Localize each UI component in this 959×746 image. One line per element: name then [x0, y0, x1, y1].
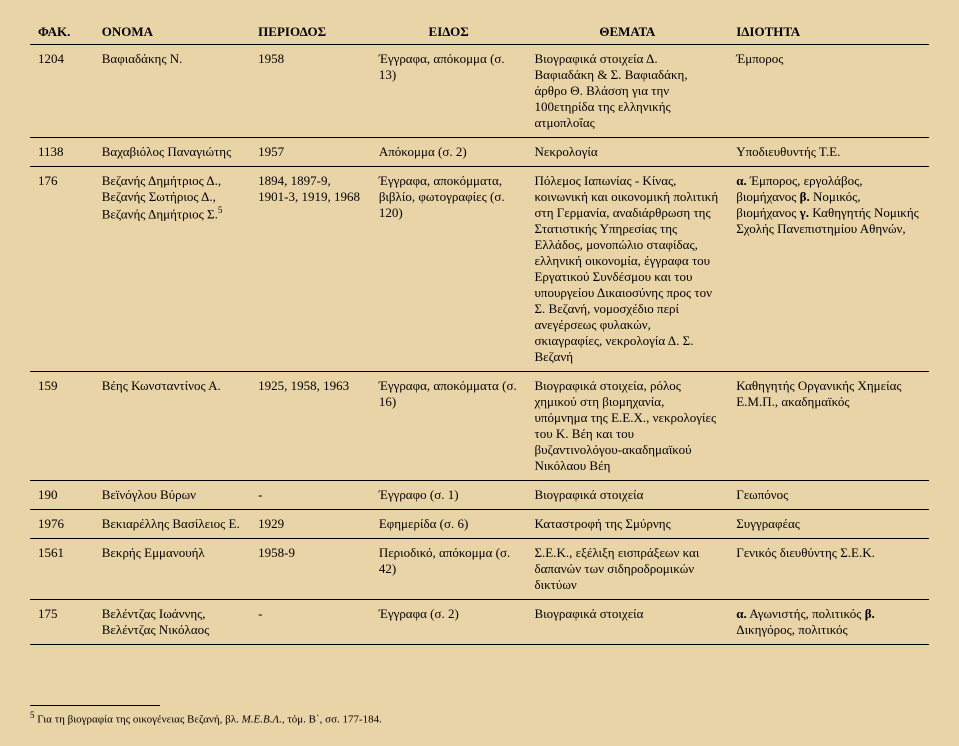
- cell-eidos: Έγγραφο (σ. 1): [371, 481, 527, 510]
- cell-onoma: Βέης Κωνσταντίνος Α.: [94, 372, 250, 481]
- cell-idiotita: α. Έμπορος, εργολάβος, βιομήχανος β. Νομ…: [728, 167, 929, 372]
- cell-periodos: 1958: [250, 45, 371, 138]
- cell-periodos: 1958-9: [250, 539, 371, 600]
- cell-periodos: 1957: [250, 138, 371, 167]
- header-row: ΦΑΚ. ΟΝΟΜΑ ΠΕΡΙΟΔΟΣ ΕΙΔΟΣ ΘΕΜΑΤΑ ΙΔΙΟΤΗΤ…: [30, 20, 929, 45]
- cell-themata: Νεκρολογία: [526, 138, 728, 167]
- cell-themata: Καταστροφή της Σμύρνης: [526, 510, 728, 539]
- table-row: 1204Βαφιαδάκης Ν.1958Έγγραφα, απόκομμα (…: [30, 45, 929, 138]
- header-themata: ΘΕΜΑΤΑ: [526, 20, 728, 45]
- header-onoma: ΟΝΟΜΑ: [94, 20, 250, 45]
- cell-periodos: 1925, 1958, 1963: [250, 372, 371, 481]
- header-eidos: ΕΙΔΟΣ: [371, 20, 527, 45]
- cell-periodos: -: [250, 600, 371, 645]
- cell-eidos: Έγγραφα, αποκόμματα, βιβλίο, φωτογραφίες…: [371, 167, 527, 372]
- data-table: ΦΑΚ. ΟΝΟΜΑ ΠΕΡΙΟΔΟΣ ΕΙΔΟΣ ΘΕΜΑΤΑ ΙΔΙΟΤΗΤ…: [30, 20, 929, 645]
- cell-onoma: Βεζανής Δημήτριος Δ., Βεζανής Σωτήριος Δ…: [94, 167, 250, 372]
- cell-idiotita: Καθηγητής Οργανικής Χημείας Ε.Μ.Π., ακαδ…: [728, 372, 929, 481]
- cell-fak: 159: [30, 372, 94, 481]
- cell-idiotita: Γενικός διευθύντης Σ.Ε.Κ.: [728, 539, 929, 600]
- header-periodos: ΠΕΡΙΟΔΟΣ: [250, 20, 371, 45]
- cell-idiotita: α. Αγωνιστής, πολιτικός β. Δικηγόρος, πο…: [728, 600, 929, 645]
- cell-fak: 1561: [30, 539, 94, 600]
- cell-periodos: -: [250, 481, 371, 510]
- cell-fak: 175: [30, 600, 94, 645]
- cell-onoma: Βεϊνόγλου Βύρων: [94, 481, 250, 510]
- cell-fak: 176: [30, 167, 94, 372]
- cell-eidos: Έγγραφα, αποκόμματα (σ. 16): [371, 372, 527, 481]
- cell-themata: Σ.Ε.Κ., εξέλιξη εισπράξεων και δαπανών τ…: [526, 539, 728, 600]
- cell-idiotita: Γεωπόνος: [728, 481, 929, 510]
- cell-eidos: Εφημερίδα (σ. 6): [371, 510, 527, 539]
- cell-idiotita: Συγγραφέας: [728, 510, 929, 539]
- cell-onoma: Βεκρής Εμμανουήλ: [94, 539, 250, 600]
- cell-themata: Βιογραφικά στοιχεία Δ. Βαφιαδάκη & Σ. Βα…: [526, 45, 728, 138]
- table-row: 159Βέης Κωνσταντίνος Α.1925, 1958, 1963Έ…: [30, 372, 929, 481]
- table-row: 190Βεϊνόγλου Βύρων-Έγγραφο (σ. 1)Βιογραφ…: [30, 481, 929, 510]
- cell-themata: Βιογραφικά στοιχεία, ρόλος χημικού στη β…: [526, 372, 728, 481]
- header-fak: ΦΑΚ.: [30, 20, 94, 45]
- table-row: 1561Βεκρής Εμμανουήλ1958-9Περιοδικό, από…: [30, 539, 929, 600]
- cell-fak: 1976: [30, 510, 94, 539]
- cell-themata: Πόλεμος Ιαπωνίας - Κίνας, κοινωνική και …: [526, 167, 728, 372]
- cell-periodos: 1929: [250, 510, 371, 539]
- cell-fak: 1138: [30, 138, 94, 167]
- cell-onoma: Βεκιαρέλλης Βασίλειος Ε.: [94, 510, 250, 539]
- cell-idiotita: Υποδιευθυντής Τ.Ε.: [728, 138, 929, 167]
- cell-idiotita: Έμπορος: [728, 45, 929, 138]
- cell-eidos: Απόκομμα (σ. 2): [371, 138, 527, 167]
- footnote-text: 5 Για τη βιογραφία της οικογένειας Βεζαν…: [30, 710, 929, 726]
- cell-themata: Βιογραφικά στοιχεία: [526, 600, 728, 645]
- cell-fak: 1204: [30, 45, 94, 138]
- cell-eidos: Έγγραφα (σ. 2): [371, 600, 527, 645]
- table-row: 1138Βαχαβιόλος Παναγιώτης1957Απόκομμα (σ…: [30, 138, 929, 167]
- cell-onoma: Βαφιαδάκης Ν.: [94, 45, 250, 138]
- cell-fak: 190: [30, 481, 94, 510]
- cell-periodos: 1894, 1897-9, 1901-3, 1919, 1968: [250, 167, 371, 372]
- header-idiotita: ΙΔΙΟΤΗΤΑ: [728, 20, 929, 45]
- cell-eidos: Έγγραφα, απόκομμα (σ. 13): [371, 45, 527, 138]
- cell-onoma: Βελέντζας Ιωάννης, Βελέντζας Νικόλαος: [94, 600, 250, 645]
- table-row: 175Βελέντζας Ιωάννης, Βελέντζας Νικόλαος…: [30, 600, 929, 645]
- cell-themata: Βιογραφικά στοιχεία: [526, 481, 728, 510]
- cell-eidos: Περιοδικό, απόκομμα (σ. 42): [371, 539, 527, 600]
- cell-onoma: Βαχαβιόλος Παναγιώτης: [94, 138, 250, 167]
- table-row: 176Βεζανής Δημήτριος Δ., Βεζανής Σωτήριο…: [30, 167, 929, 372]
- table-row: 1976Βεκιαρέλλης Βασίλειος Ε.1929Εφημερίδ…: [30, 510, 929, 539]
- footnote-divider: [30, 705, 160, 706]
